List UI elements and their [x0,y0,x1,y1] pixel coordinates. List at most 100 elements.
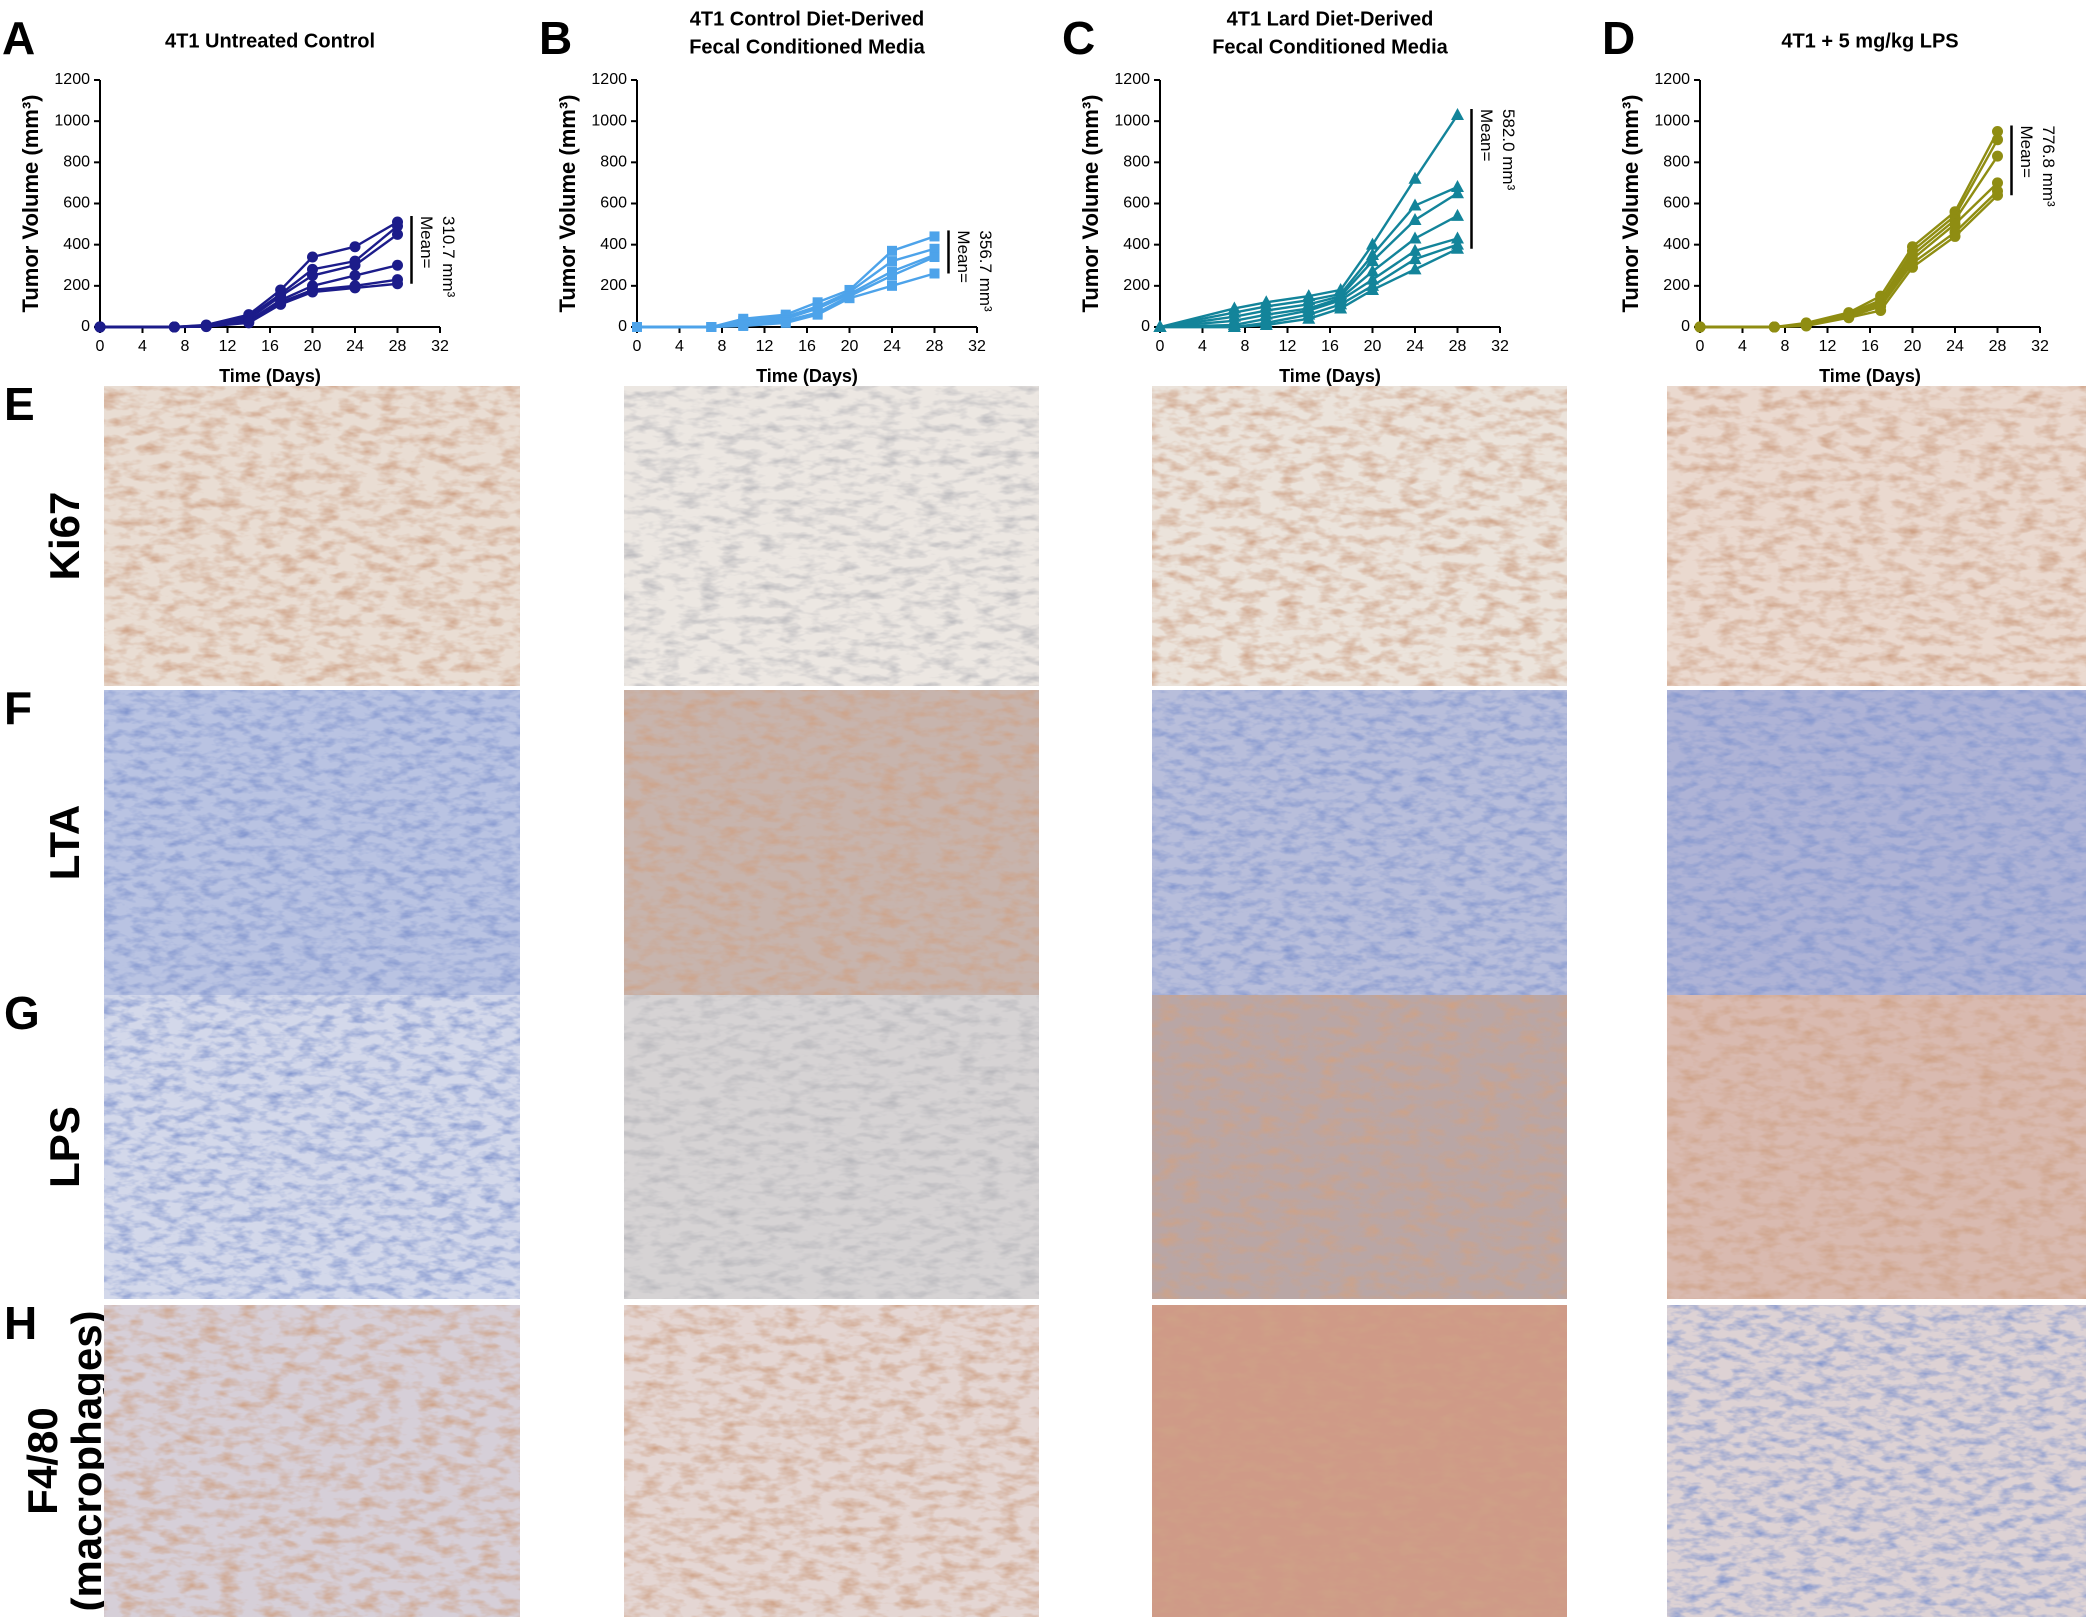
y-tick-label: 1200 [54,71,90,88]
point [1408,231,1422,244]
series-line [1159,237,1458,329]
panel-letter: G [4,987,40,1039]
panel-letter: C [1062,12,1095,64]
x-tick-label: 28 [1989,338,2007,355]
point [349,241,361,253]
y-tick-label: 200 [63,277,90,294]
histology-texture [1667,386,2086,686]
y-tick-label: 200 [1663,277,1690,294]
x-axis-label: Time (Days) [756,366,858,386]
point [1408,212,1422,225]
point [1366,282,1379,295]
point [349,270,361,282]
x-tick-label: 0 [96,338,105,355]
x-tick-label: 12 [219,338,237,355]
y-tick-label: 800 [63,154,90,171]
y-tick-label: 400 [63,236,90,253]
x-axis-label: Time (Days) [1279,366,1381,386]
panel-letter: F [4,682,32,734]
x-tick-label: 32 [968,338,986,355]
chart-title: 4T1 + 5 mg/kg LPS [1781,30,1958,52]
point [1694,321,1706,333]
point [1992,134,2003,146]
x-tick-label: 28 [389,338,407,355]
point [94,321,106,333]
y-tick-label: 0 [81,318,90,335]
y-axis-label: Tumor Volume (mm³) [555,95,580,313]
point [1768,321,1780,333]
x-tick-label: 0 [633,338,642,355]
histology-row: G LPS [4,987,2086,1299]
point [1992,189,2003,201]
point [392,220,403,232]
histology-texture [1152,386,1567,686]
point [929,231,940,242]
histology-texture [1152,690,1567,995]
y-tick-label: 800 [1123,154,1150,171]
point [1451,107,1464,120]
point [1408,243,1422,256]
chart-title: 4T1 Lard Diet-Derived [1227,8,1434,30]
x-tick-label: 12 [1819,338,1837,355]
x-tick-label: 8 [1781,338,1790,355]
point [1843,312,1855,324]
x-tick-label: 20 [1904,338,1922,355]
x-tick-label: 4 [675,338,684,355]
y-tick-label: 600 [1123,195,1150,212]
y-tick-label: 1000 [1654,112,1690,129]
x-tick-label: 32 [1491,338,1509,355]
panel-letter: B [539,12,572,64]
point [1366,264,1379,277]
histology-row: H F4/80(macrophages) [4,1297,2086,1617]
point [1949,230,1961,242]
x-tick-label: 24 [1406,338,1424,355]
point [1408,171,1422,184]
point [706,322,717,332]
point [307,270,318,282]
x-axis-label: Time (Days) [219,366,321,386]
panel-letter: A [2,12,35,64]
point [1408,262,1422,275]
x-tick-label: 24 [1946,338,1964,355]
y-tick-label: 600 [600,195,627,212]
point [1366,254,1379,267]
chart: A 4T1 Untreated Control Tumor Volume (mm³)… [2,12,458,386]
stain-label: LTA [41,805,88,880]
point [168,321,180,333]
histology-texture [624,995,1039,1299]
point [1302,311,1316,324]
point [1408,198,1422,211]
point [1992,177,2003,189]
point [1153,320,1167,332]
chart: C 4T1 Lard Diet-Derived Fecal Conditioned … [1062,8,1518,385]
y-tick-label: 400 [600,236,627,253]
chart-title: Fecal Conditioned Media [1212,36,1448,58]
x-axis-label: Time (Days) [1819,366,1921,386]
x-tick-label: 12 [756,338,774,355]
point [200,321,212,333]
chart: B 4T1 Control Diet-Derived Fecal Condition… [539,8,995,385]
point [887,245,897,256]
stain-label: F4/80 [19,1407,66,1514]
x-tick-label: 4 [1198,338,1207,355]
mean-annotation: Mean= [1477,109,1496,162]
y-tick-label: 1200 [1654,71,1690,88]
x-tick-label: 32 [431,338,449,355]
point [392,228,403,240]
point [1451,208,1464,221]
histology-row: F LTA [4,682,2086,995]
point [812,309,823,320]
panel-letter: E [4,378,35,430]
point [1451,186,1464,199]
x-tick-label: 20 [304,338,322,355]
chart-title: Fecal Conditioned Media [689,36,925,58]
y-axis-label: Tumor Volume (mm³) [18,95,43,313]
mean-annotation: 310.7 mm³ [439,216,458,298]
histology-texture [1667,995,2086,1299]
histology-texture [624,1305,1039,1617]
point [887,280,897,291]
y-tick-label: 0 [1681,318,1690,335]
x-tick-label: 16 [798,338,816,355]
point [1334,301,1348,314]
